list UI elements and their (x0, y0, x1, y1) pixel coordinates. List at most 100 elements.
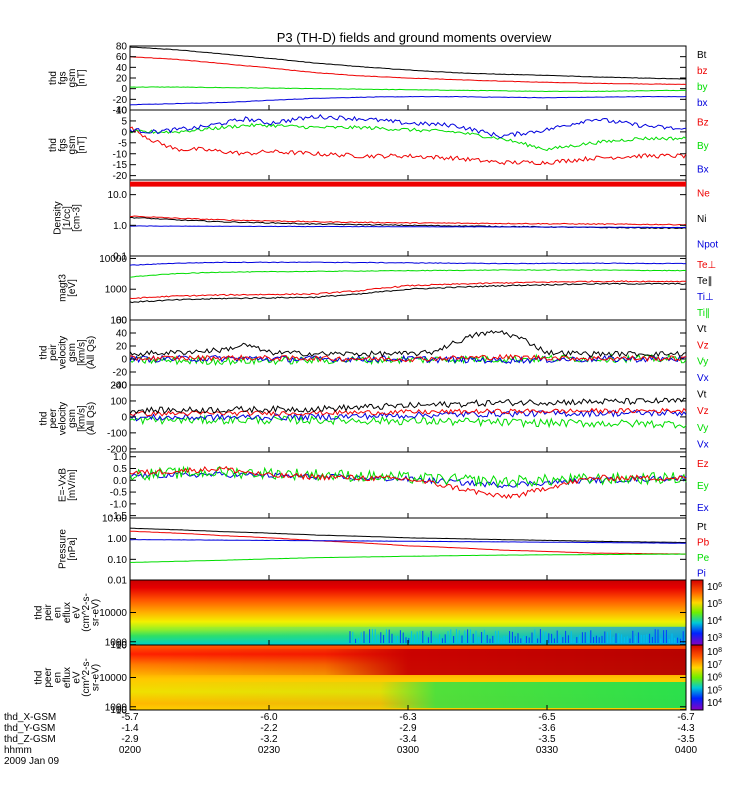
y-axis-label: [nPa] (67, 537, 78, 561)
legend-label: Pb (697, 537, 710, 548)
panel-2: 10.0 1.0 0.1 Density[1/cc][cm-3] Ne Ni Npot (53, 179, 718, 263)
legend-label: by (697, 82, 708, 93)
legend-label: Bx (697, 164, 709, 175)
panel-frame (129, 517, 687, 581)
y-axis-label: eflux (62, 667, 73, 688)
y-axis-label: gsm (67, 69, 78, 88)
y-axis-label: thd (38, 346, 49, 360)
y-tick-label: -20 (113, 368, 128, 379)
y-axis-label: eV (72, 671, 83, 684)
y-tick-label: -1.0 (110, 499, 128, 510)
xaxis-tick-label: -3.6 (538, 723, 556, 734)
legend-label: Ti∥ (697, 308, 710, 319)
y-tick-label: 20 (116, 342, 128, 353)
legend-label: bz (697, 66, 708, 77)
y-axis-label: thd (34, 671, 45, 685)
series-line-bz (129, 56, 687, 85)
series-line-Ex (129, 471, 687, 489)
y-tick-label: 10.0 (108, 190, 128, 201)
colorbar-label: 106 (707, 672, 722, 684)
series-line-Vy (129, 414, 687, 429)
legend-label: Npot (697, 239, 718, 250)
legend-label: Vt (697, 324, 707, 335)
series-line-Te∥ (129, 282, 687, 304)
y-axis-label: gsm (67, 409, 78, 428)
y-tick-label: 0 (121, 127, 127, 138)
series-line-Pi (130, 539, 687, 544)
y-tick-label: -15 (113, 160, 128, 171)
legend-label: Bz (697, 118, 709, 129)
panel-frame (129, 255, 687, 321)
series-line-Vx (129, 354, 687, 364)
y-tick-label: 100 (110, 640, 127, 651)
series-line-Vz (129, 353, 687, 363)
panel-3: 10000 1000 100 magt3[eV] Te⊥ Te∥ Ti⊥ Ti∥ (57, 254, 716, 327)
y-tick-label: 1.0 (113, 221, 127, 232)
xaxis-tick-label: -3.4 (399, 734, 417, 745)
y-axis-label: gsm (67, 343, 78, 362)
xaxis-row-label: thd_X-GSM (4, 712, 56, 723)
y-tick-label: 200 (110, 381, 127, 392)
y-tick-label: 20 (116, 74, 128, 85)
panel-7: 10.00 1.00 0.10 0.01 Pressure[nPa] Pt Pb Pe Pi (57, 514, 709, 587)
legend-label: Vx (697, 440, 709, 451)
y-axis-label: peir (48, 343, 59, 360)
y-tick-label: 10000 (99, 673, 127, 684)
y-axis-label: [nT] (76, 69, 87, 86)
y-axis-label: sr-eV) (91, 599, 102, 626)
colorbar (690, 644, 704, 711)
y-tick-label: 10.00 (102, 514, 127, 525)
xaxis-tick-label: 0400 (675, 745, 698, 756)
y-tick-label: 80 (116, 42, 128, 53)
series-line-Ez (129, 465, 687, 500)
y-axis-label: (All Qs) (86, 402, 97, 435)
y-axis-label: [cm-3] (72, 204, 83, 232)
colorbar (690, 579, 704, 646)
x-axis-labels: thd_X-GSM thd_Y-GSM thd_Z-GSM hhmm 2009 … (4, 712, 698, 767)
y-tick-label: -5 (118, 138, 127, 149)
y-tick-label: 10000 (99, 254, 127, 265)
y-axis-label: [1/cc] (62, 206, 73, 230)
panels: 806040200-20-40thdfgsgsm[nT]Btbzbybx1050… (34, 42, 723, 717)
y-axis-label: en (53, 672, 64, 683)
y-axis-label: fgs (57, 71, 68, 84)
panel-5: 200 100 0 -100 -200 thdpeervelocitygsm[km/s](… (38, 381, 708, 456)
y-tick-label: -40 (113, 106, 128, 117)
y-tick-label: -40 (113, 381, 128, 392)
xaxis-row-label: thd_Z-GSM (4, 734, 56, 745)
series-line-Te⊥ (129, 280, 687, 300)
colorbar-label: 108 (707, 647, 722, 659)
y-tick-label: -1.5 (110, 511, 128, 522)
xaxis-row-label: thd_Y-GSM (4, 723, 55, 734)
y-axis-label: fgs (57, 138, 68, 151)
y-axis-label: velocity (57, 336, 68, 369)
colorbar-label: 104 (707, 698, 722, 710)
series-line-Bx (129, 113, 687, 139)
y-axis-label: thd (48, 71, 59, 85)
y-axis-label: magt3 (57, 274, 68, 302)
series-line-Bt (129, 46, 687, 80)
panel-frame (129, 384, 687, 453)
legend-label: Ti⊥ (697, 292, 714, 303)
xaxis-tick-label: -2.2 (260, 723, 278, 734)
xaxis-tick-label: -3.5 (677, 734, 695, 745)
y-tick-label: 40 (116, 63, 128, 74)
y-tick-label: 1.00 (108, 534, 128, 545)
xaxis-tick-label: -6.0 (260, 712, 278, 723)
legend-label: Ex (697, 503, 709, 514)
y-tick-label: 60 (116, 316, 128, 327)
y-axis-label: peer (43, 667, 54, 688)
xaxis-tick-label: -1.4 (121, 723, 139, 734)
legend-label: Vy (697, 357, 708, 368)
y-axis-label: thd (38, 412, 49, 426)
y-tick-label: 10 (116, 705, 128, 716)
series-line-Ne (130, 215, 687, 226)
y-axis-label: Density (53, 201, 64, 234)
page-title: P3 (TH-D) fields and ground moments over… (277, 30, 552, 45)
y-tick-label: 0.10 (108, 555, 128, 566)
legend-label: Te⊥ (697, 260, 716, 271)
series-line-Pt (129, 527, 687, 544)
series-line-Vy (129, 353, 687, 366)
y-tick-label: 0.0 (113, 476, 127, 487)
y-tick-label: 1000 (105, 637, 128, 648)
